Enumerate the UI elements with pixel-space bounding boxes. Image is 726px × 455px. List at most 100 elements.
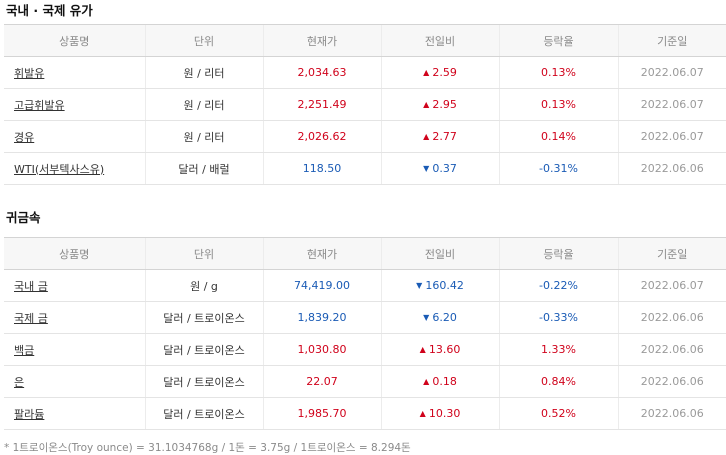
rate-cell: -0.31% — [498, 152, 618, 185]
price-cell: 74,419.00 — [262, 269, 381, 302]
commodity-name-cell: 은 — [4, 365, 145, 398]
unit-cell: 달러 / 트로이온스 — [144, 301, 263, 334]
change-value: 2.77 — [432, 130, 457, 143]
commodity-link[interactable]: 팔라듐 — [14, 407, 45, 421]
commodity-link[interactable]: 고급휘발유 — [14, 98, 65, 112]
rate-cell: 0.13% — [498, 88, 618, 121]
header-name: 상품명 — [4, 237, 145, 270]
table-row: 백금 달러 / 트로이온스 1,030.80 ▲ 13.60 1.33% 2022.06.0… — [4, 333, 726, 366]
header-rate: 등락율 — [498, 237, 618, 270]
header-rate: 등락율 — [498, 24, 618, 57]
metal-section-title: 귀금속 — [6, 210, 41, 225]
change-cell: ▲ 2.77 — [380, 120, 499, 153]
change-cell: ▲ 2.59 — [380, 56, 499, 89]
change-value: 13.60 — [428, 343, 461, 356]
change-value: 6.20 — [432, 311, 457, 324]
commodity-name-cell: 경유 — [4, 120, 145, 153]
rate-cell: -0.22% — [498, 269, 618, 302]
oil-section-title: 국내 · 국제 유가 — [6, 3, 93, 18]
unit-cell: 달러 / 트로이온스 — [144, 397, 263, 430]
change-value: 2.95 — [432, 98, 457, 111]
change-cell: ▲ 2.95 — [380, 88, 499, 121]
table-row: 고급휘발유 원 / 리터 2,251.49 ▲ 2.95 0.13% 2022.06.07 — [4, 88, 726, 121]
date-cell: 2022.06.07 — [617, 120, 726, 153]
header-change: 전일비 — [380, 24, 499, 57]
triangle-down-icon: ▼ — [416, 281, 423, 290]
triangle-up-icon: ▲ — [419, 409, 426, 418]
header-unit: 단위 — [144, 237, 263, 270]
date-cell: 2022.06.06 — [617, 301, 726, 334]
rate-cell: 0.13% — [498, 56, 618, 89]
table-row: 국제 금 달러 / 트로이온스 1,839.20 ▼ 6.20 -0.33% 2022.06… — [4, 301, 726, 334]
unit-cell: 달러 / 배럴 — [144, 152, 263, 185]
price-cell: 2,026.62 — [262, 120, 381, 153]
date-cell: 2022.06.06 — [617, 397, 726, 430]
commodity-link[interactable]: WTI(서부텍사스유) — [14, 162, 105, 176]
change-cell: ▲ 13.60 — [380, 333, 499, 366]
rate-cell: 1.33% — [498, 333, 618, 366]
triangle-up-icon: ▲ — [423, 100, 430, 109]
commodity-link[interactable]: 국제 금 — [14, 311, 48, 325]
oil-price-table: 상품명 단위 현재가 전일비 등락율 기준일 휘발유 원 / 리터 2,034.63… — [4, 24, 726, 185]
triangle-up-icon: ▲ — [419, 345, 426, 354]
price-cell: 118.50 — [262, 152, 381, 185]
price-cell: 1,839.20 — [262, 301, 381, 334]
date-cell: 2022.06.07 — [617, 88, 726, 121]
commodity-name-cell: 고급휘발유 — [4, 88, 145, 121]
change-value: 2.59 — [432, 66, 457, 79]
commodity-name-cell: 팔라듐 — [4, 397, 145, 430]
header-name: 상품명 — [4, 24, 145, 57]
table-row: 팔라듐 달러 / 트로이온스 1,985.70 ▲ 10.30 0.52% 2022.06.… — [4, 397, 726, 430]
triangle-up-icon: ▲ — [423, 68, 430, 77]
commodity-link[interactable]: 경유 — [14, 130, 35, 144]
change-cell: ▼ 0.37 — [380, 152, 499, 185]
commodity-name-cell: 백금 — [4, 333, 145, 366]
table-row: 은 달러 / 트로이온스 22.07 ▲ 0.18 0.84% 2022.06.06 — [4, 365, 726, 398]
table-header-row: 상품명 단위 현재가 전일비 등락율 기준일 — [4, 24, 726, 57]
change-value: 160.42 — [425, 279, 464, 292]
header-change: 전일비 — [380, 237, 499, 270]
rate-cell: 0.84% — [498, 365, 618, 398]
date-cell: 2022.06.06 — [617, 365, 726, 398]
price-cell: 2,251.49 — [262, 88, 381, 121]
triangle-up-icon: ▲ — [423, 132, 430, 141]
price-cell: 2,034.63 — [262, 56, 381, 89]
header-date: 기준일 — [617, 237, 726, 270]
date-cell: 2022.06.07 — [617, 56, 726, 89]
triangle-down-icon: ▼ — [423, 164, 430, 173]
rate-cell: -0.33% — [498, 301, 618, 334]
header-price: 현재가 — [262, 24, 381, 57]
date-cell: 2022.06.07 — [617, 269, 726, 302]
header-price: 현재가 — [262, 237, 381, 270]
change-value: 10.30 — [428, 407, 461, 420]
price-cell: 1,985.70 — [262, 397, 381, 430]
unit-cell: 원 / 리터 — [144, 120, 263, 153]
commodity-link[interactable]: 백금 — [14, 343, 35, 357]
commodity-link[interactable]: 국내 금 — [14, 279, 48, 293]
commodity-name-cell: 휘발유 — [4, 56, 145, 89]
commodity-link[interactable]: 휘발유 — [14, 66, 45, 80]
unit-cell: 달러 / 트로이온스 — [144, 333, 263, 366]
table-row: 경유 원 / 리터 2,026.62 ▲ 2.77 0.14% 2022.06.07 — [4, 120, 726, 153]
footnote: * 1트로이온스(Troy ounce) = 31.1034768g / 1돈 … — [4, 442, 411, 454]
change-value: 0.18 — [432, 375, 457, 388]
unit-cell: 원 / 리터 — [144, 56, 263, 89]
unit-cell: 원 / g — [144, 269, 263, 302]
commodity-link[interactable]: 은 — [14, 375, 25, 389]
change-cell: ▲ 0.18 — [380, 365, 499, 398]
unit-cell: 원 / 리터 — [144, 88, 263, 121]
change-cell: ▲ 10.30 — [380, 397, 499, 430]
triangle-down-icon: ▼ — [423, 313, 430, 322]
change-cell: ▼ 6.20 — [380, 301, 499, 334]
date-cell: 2022.06.06 — [617, 333, 726, 366]
date-cell: 2022.06.06 — [617, 152, 726, 185]
table-header-row: 상품명 단위 현재가 전일비 등락율 기준일 — [4, 237, 726, 270]
change-value: 0.37 — [432, 162, 457, 175]
metal-price-table: 상품명 단위 현재가 전일비 등락율 기준일 국내 금 원 / g 74,419.0… — [4, 237, 726, 430]
rate-cell: 0.52% — [498, 397, 618, 430]
table-row: WTI(서부텍사스유) 달러 / 배럴 118.50 ▼ 0.37 -0.31% 2022.… — [4, 152, 726, 185]
price-cell: 1,030.80 — [262, 333, 381, 366]
change-cell: ▼ 160.42 — [380, 269, 499, 302]
header-date: 기준일 — [617, 24, 726, 57]
commodity-name-cell: 국제 금 — [4, 301, 145, 334]
